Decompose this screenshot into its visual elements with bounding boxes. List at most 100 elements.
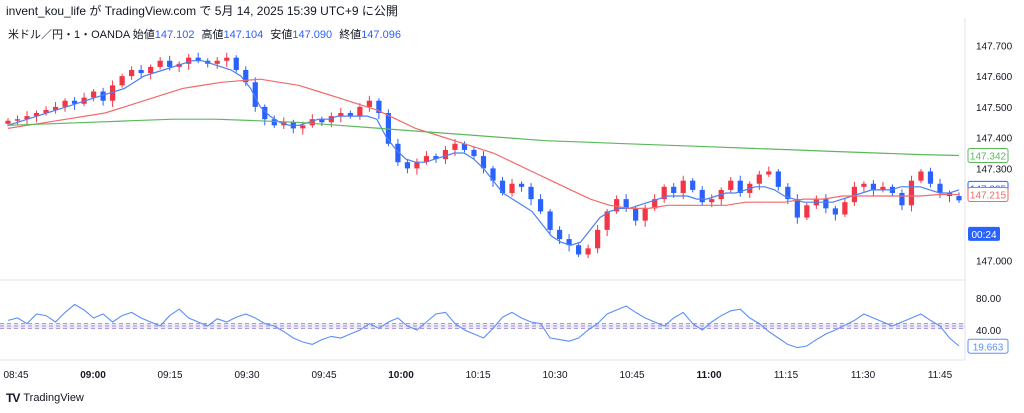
publish-caption: invent_kou_life が TradingView.com で 5月 1… (6, 4, 398, 18)
candle-body (195, 57, 201, 61)
slow_ma-price-tag (967, 187, 1009, 203)
candle-body (338, 113, 344, 117)
high-value: 147.104 (223, 29, 264, 41)
candle-body (614, 199, 620, 212)
candle-body (366, 100, 372, 107)
candle-body (62, 100, 68, 107)
time-tick-label: 08:45 (3, 370, 28, 381)
footer: TV TradingView (6, 391, 84, 405)
candle-body (167, 60, 173, 67)
price-tick-label: 147.500 (976, 103, 1013, 114)
candle-body (785, 186, 791, 200)
time-tick-label: 09:30 (234, 370, 259, 381)
price-tick-label: 147.700 (976, 41, 1013, 52)
candle-body (129, 69, 135, 77)
candle-body (652, 199, 658, 209)
rsi-value-label: 19.663 (973, 342, 1004, 353)
low-label: 安値 (270, 29, 293, 41)
time-tick-label: 10:30 (542, 370, 567, 381)
candle-body (927, 171, 934, 184)
open-label: 始値 (132, 29, 155, 41)
candle-body (575, 245, 582, 255)
chart-area[interactable]: 147.700 147.600 147.500 147.400 147.300 147.0… (0, 18, 1024, 395)
candle-body (461, 143, 468, 150)
candle-body (148, 66, 154, 74)
long_ma-price-label: 147.342 (970, 151, 1007, 162)
close-label: 終値 (339, 29, 362, 41)
candle-body (680, 180, 686, 193)
candle-body (804, 205, 810, 218)
candle-body (110, 85, 116, 101)
time-tick-label: 10:45 (619, 370, 644, 381)
candle-body (100, 91, 106, 101)
candle-body (537, 199, 544, 212)
countdown-tag (968, 226, 1000, 241)
candle-body (471, 149, 477, 157)
candle-body (442, 149, 449, 160)
time-tick-label: 11:00 (696, 370, 721, 381)
price-tick-label: 147.600 (976, 72, 1013, 83)
candle-body (709, 199, 715, 203)
candle-body (404, 162, 411, 169)
candle-body (71, 100, 78, 104)
candle-body (604, 211, 610, 230)
candle-body (452, 143, 458, 150)
brand-text: TradingView (23, 392, 84, 404)
time-tick-label: 11:30 (851, 370, 876, 381)
candle-body (851, 186, 857, 203)
candle-body (671, 186, 677, 193)
candle-body (728, 180, 734, 190)
high-label: 高値 (201, 29, 224, 41)
candle-body (566, 239, 572, 246)
candle-body (766, 171, 772, 175)
candle-body (547, 211, 553, 230)
time-tick-label: 09:00 (80, 370, 106, 381)
long_ma-line (7, 118, 960, 157)
price-tick-label: 147.000 (976, 257, 1013, 268)
candle-body (24, 116, 30, 120)
candle-body (661, 186, 667, 200)
tradingview-logo-icon: TV (6, 391, 20, 405)
ohlc-legend: 米ドル／円・1・OANDA 始値147.102 高値147.104 安値147.… (8, 26, 405, 42)
candle-body (528, 186, 534, 200)
candle-body (243, 69, 249, 83)
candle-body (499, 180, 506, 193)
slow_ma-price-label: 147.215 (970, 191, 1007, 202)
rsi-line (7, 303, 960, 349)
slow_ma-line (7, 78, 959, 209)
candle-body (880, 186, 886, 190)
countdown-label: 00:24 (971, 230, 996, 241)
candle-body (319, 119, 325, 123)
rsi-tick-label: 40.00 (976, 326, 1001, 337)
candle-body (271, 119, 277, 126)
fast_ma-line (7, 60, 960, 246)
candle-body (33, 113, 40, 117)
candle-body (509, 183, 515, 193)
price-tick-label: 147.300 (976, 164, 1013, 175)
candle-body (90, 91, 97, 98)
chart-svg[interactable]: 147.700 147.600 147.500 147.400 147.300 147.0… (0, 18, 1024, 390)
candle-body (595, 229, 601, 249)
candle-body (14, 119, 21, 121)
candle-body (623, 199, 629, 209)
candle-body (480, 156, 487, 169)
candle-body (908, 180, 915, 206)
open-value: 147.102 (154, 29, 195, 41)
time-tick-label: 09:45 (311, 370, 336, 381)
candle-body (775, 171, 781, 187)
close-value: 147.096 (361, 29, 401, 41)
candle-body (224, 57, 230, 61)
time-tick-label: 11:45 (928, 370, 953, 381)
candle-body (870, 183, 877, 190)
candle-body (43, 109, 49, 114)
candle-body (395, 143, 401, 163)
candle-body (956, 196, 962, 201)
time-tick-label: 09:15 (157, 370, 182, 381)
candle-body (918, 171, 924, 181)
candle-body (233, 57, 239, 70)
candle-body (328, 116, 334, 123)
candle-body (633, 208, 639, 221)
rsi-tick-label: 80.00 (976, 294, 1001, 305)
time-tick-label: 10:00 (388, 370, 414, 381)
candle-body (842, 202, 848, 215)
